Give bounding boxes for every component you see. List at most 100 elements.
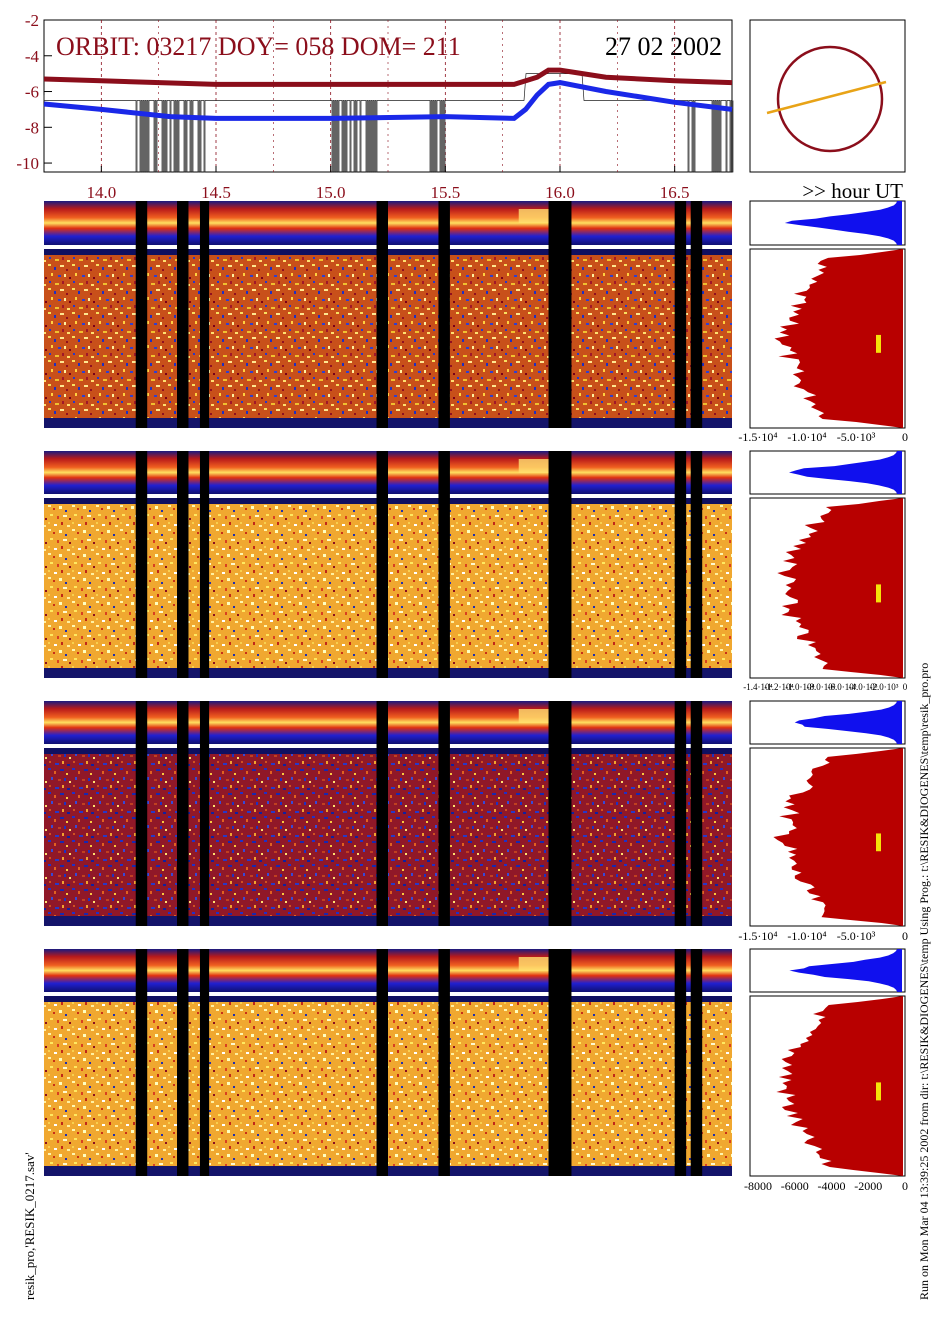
y-tick-label: -4 — [25, 47, 40, 66]
y-tick-label: -8 — [25, 118, 39, 137]
run-info-label: Run on Mon Mar 04 13:39:25 2002 from dir… — [917, 663, 931, 1300]
x-tick-label: 14.0 — [86, 183, 116, 202]
histogram-tick-label: -1.5·10⁴ — [738, 430, 777, 444]
data-gap — [674, 949, 687, 1176]
data-gap — [376, 949, 388, 1176]
histogram-tick-label: 0 — [902, 1179, 908, 1193]
histogram-tick-label: -8.0·10³ — [807, 682, 836, 692]
histogram-tick-label: 0 — [903, 682, 908, 692]
histogram-tick-label: -8000 — [744, 1179, 772, 1193]
data-gap — [177, 201, 189, 428]
main-histogram — [773, 748, 903, 926]
data-gap — [674, 451, 687, 678]
flare-band-highlight — [518, 709, 549, 723]
data-gap — [548, 949, 572, 1176]
data-gap — [199, 451, 210, 678]
orbit-track-line — [766, 80, 887, 115]
orbit-position-panel — [749, 19, 906, 173]
histogram-tick-label: -6000 — [781, 1179, 809, 1193]
band-histogram — [789, 949, 902, 992]
data-gap — [177, 949, 189, 1176]
panel-1: -1.5·10⁴ -1.0·10⁴ -5.0·10³ 0 — [44, 200, 908, 444]
y-tick-label: -10 — [16, 154, 39, 173]
orbit-label: ORBIT: 03217 DOY= 058 DOM= 211 — [56, 32, 461, 61]
flare-band-highlight — [518, 209, 549, 223]
x-tick-label: 16.0 — [545, 183, 575, 202]
band-histogram — [784, 201, 902, 245]
x-axis-ticks: 14.0 14.5 15.0 15.5 16.0 16.5 — [86, 166, 690, 202]
panel-4: -8000 -6000 -4000 -2000 0 — [44, 948, 908, 1193]
band-histogram — [789, 451, 902, 494]
histogram-tick-label: -4000 — [818, 1179, 846, 1193]
gray-trace-line — [43, 73, 734, 173]
series-blue-line — [43, 80, 733, 121]
flare-band-highlight — [518, 957, 549, 971]
data-gap — [690, 949, 703, 1176]
hour-ut-label: >> hour UT — [802, 179, 903, 203]
data-gap — [548, 201, 572, 428]
data-gap — [135, 201, 148, 428]
data-gap — [135, 701, 148, 926]
data-gap — [135, 451, 148, 678]
data-gap — [674, 201, 687, 428]
histogram-tick-label: -4.0·10³ — [849, 682, 878, 692]
histogram-tick-label: -1.4·10⁴ — [743, 682, 772, 692]
histogram-tick-label: 0 — [902, 430, 908, 444]
yellow-marker — [876, 1082, 881, 1101]
data-gap — [438, 201, 450, 428]
spectrogram-panels: -1.5·10⁴ -1.0·10⁴ -5.0·10³ 0 -1.4·10⁴-1.2·10… — [44, 200, 908, 1193]
orbit-circle — [776, 45, 884, 153]
data-gap — [690, 201, 703, 428]
main-histogram — [776, 996, 903, 1176]
main-histogram — [774, 249, 903, 428]
data-gap — [177, 451, 189, 678]
y-axis-ticks: -2 -4 -6 -8 -10 — [16, 11, 52, 173]
histogram-tick-label: -2.0·10³ — [870, 682, 899, 692]
yellow-marker — [876, 833, 881, 852]
dashed-gridlines — [100, 20, 676, 172]
data-gap — [548, 451, 572, 678]
x-tick-label: 15.5 — [430, 183, 460, 202]
histogram-tick-label: -2000 — [854, 1179, 882, 1193]
panel-3: -1.5·10⁴ -1.0·10⁴ -5.0·10³ 0 — [44, 700, 908, 943]
data-gap — [438, 451, 450, 678]
x-tick-label: 16.5 — [660, 183, 690, 202]
histogram-tick-label: -1.0·10⁴ — [787, 929, 826, 943]
data-gap — [674, 701, 687, 926]
data-gap — [438, 701, 450, 926]
data-gap — [177, 701, 189, 926]
histogram-tick-label: -1.0·10⁴ — [785, 682, 814, 692]
y-tick-label: -2 — [25, 11, 39, 30]
data-gap — [548, 701, 572, 926]
data-gap — [438, 949, 450, 1176]
data-gap — [199, 949, 210, 1176]
series-dark-red-line — [43, 67, 733, 87]
data-gap — [199, 701, 210, 926]
data-gap — [199, 201, 210, 428]
data-gap — [376, 201, 388, 428]
band-histogram — [794, 701, 902, 744]
histogram-tick-label: -1.5·10⁴ — [738, 929, 777, 943]
histogram-tick-label: -1.2·10⁴ — [764, 682, 793, 692]
histogram-tick-label: 0 — [902, 929, 908, 943]
histogram-tick-label: -5.0·10³ — [837, 430, 876, 444]
x-tick-label: 15.0 — [316, 183, 346, 202]
yellow-marker — [876, 584, 881, 603]
histogram-tick-label: -6.0·10³ — [828, 682, 857, 692]
data-gap — [135, 949, 148, 1176]
top-line-chart: -2 -4 -6 -8 -10 14.0 14.5 15.0 15.5 16.0 16.5 ORB… — [16, 11, 734, 202]
x-tick-label: 14.5 — [201, 183, 231, 202]
y-tick-label: -6 — [25, 83, 39, 102]
histogram-tick-label: -5.0·10³ — [837, 929, 876, 943]
source-file-label: resik_pro,'RESIK_0217.sav' — [22, 1152, 37, 1300]
data-gap — [690, 701, 703, 926]
data-gap — [690, 451, 703, 678]
flare-band-highlight — [518, 459, 549, 473]
data-gap — [376, 701, 388, 926]
gray-trace-path — [43, 73, 734, 173]
histogram-tick-label: -1.0·10⁴ — [787, 430, 826, 444]
data-gap — [376, 451, 388, 678]
yellow-marker — [876, 334, 881, 353]
date-label: 27 02 2002 — [605, 32, 722, 61]
